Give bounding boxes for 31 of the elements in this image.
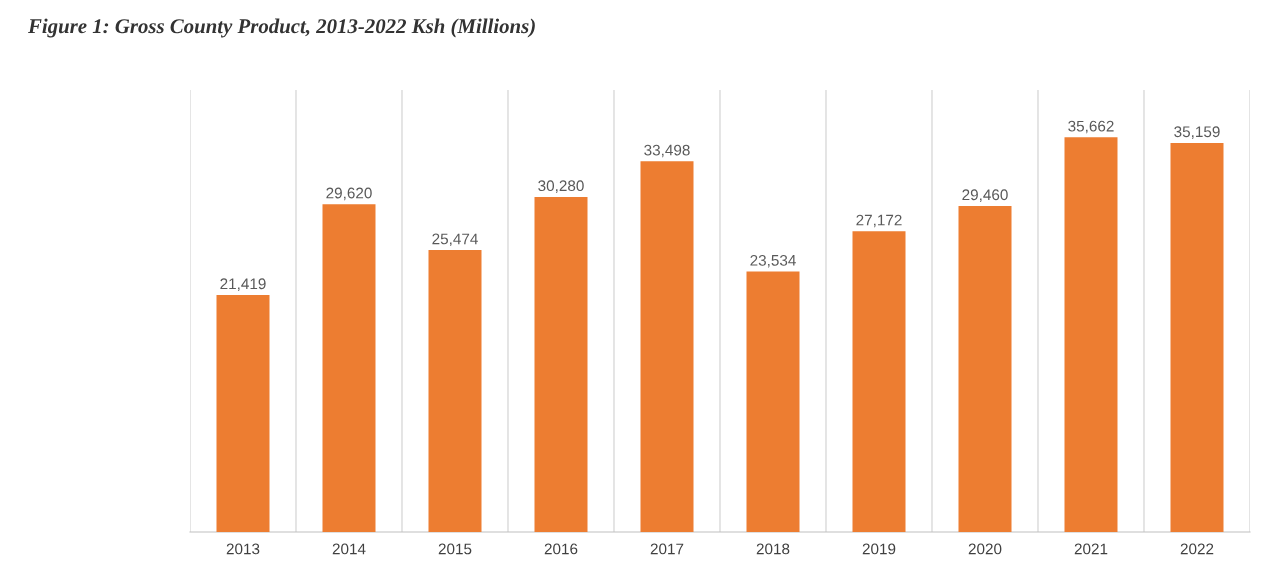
x-tick-label: 2013 xyxy=(226,543,260,555)
data-label: 29,620 xyxy=(326,187,372,201)
x-tick-label: 2021 xyxy=(1074,543,1108,555)
x-tick-label: 2020 xyxy=(968,543,1002,555)
data-label: 30,280 xyxy=(538,180,584,193)
data-label: 33,498 xyxy=(644,144,690,158)
x-tick-label: 2018 xyxy=(756,543,790,555)
data-label: 35,159 xyxy=(1174,126,1220,139)
bar xyxy=(534,196,588,532)
x-tick-label: 2022 xyxy=(1180,543,1214,555)
bar xyxy=(322,204,376,532)
x-tick-label: 2016 xyxy=(544,543,578,555)
bar xyxy=(852,231,906,532)
data-label: 25,474 xyxy=(432,233,478,247)
bar xyxy=(746,271,800,532)
data-label: 23,534 xyxy=(750,254,796,268)
chart-title: Figure 1: Gross County Product, 2013-2022 Ksh (Millions) xyxy=(27,18,535,38)
bar xyxy=(216,294,270,532)
data-label: 27,172 xyxy=(856,214,902,228)
data-label: 29,460 xyxy=(962,189,1008,202)
x-tick-label: 2017 xyxy=(650,543,684,555)
data-label: 21,419 xyxy=(220,278,266,291)
data-label: 35,662 xyxy=(1068,120,1114,134)
bar xyxy=(1064,137,1118,532)
bar xyxy=(958,205,1012,532)
x-tick-label: 2015 xyxy=(438,543,472,555)
x-tick-label: 2014 xyxy=(332,543,366,555)
bar xyxy=(1170,142,1224,532)
x-tick-label: 2019 xyxy=(862,543,896,555)
bar xyxy=(640,161,694,532)
bar xyxy=(428,250,482,532)
